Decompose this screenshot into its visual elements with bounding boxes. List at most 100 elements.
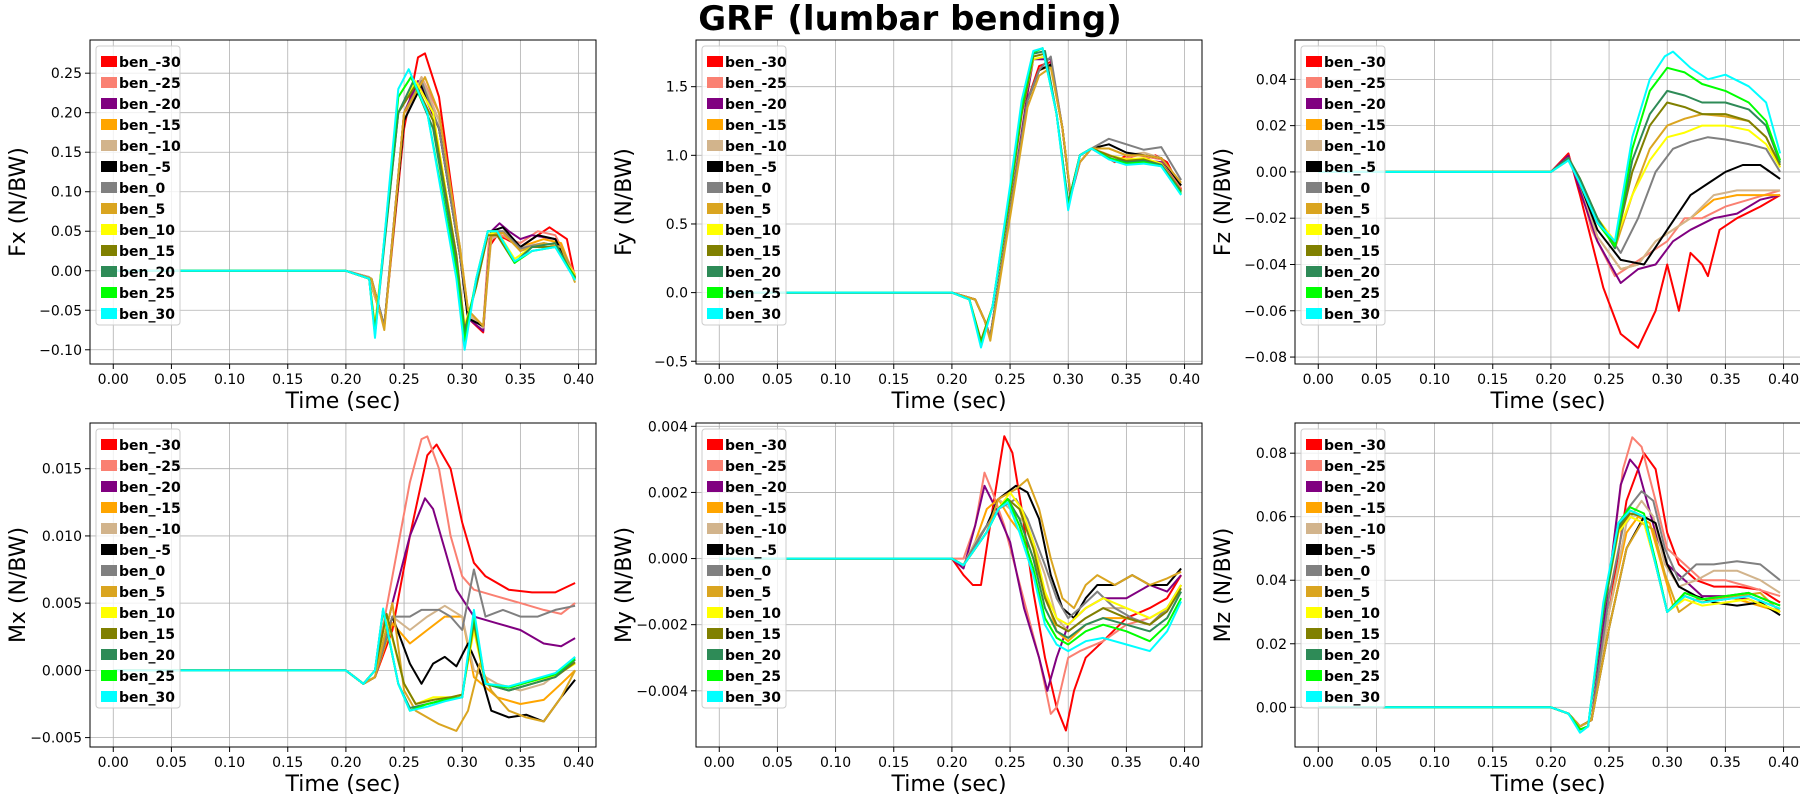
legend-swatch: [101, 308, 117, 319]
y-tick-label: −0.10: [39, 343, 82, 359]
legend-label: ben_15: [119, 627, 175, 643]
y-tick-label: 0.002: [648, 485, 688, 501]
legend-swatch: [1306, 98, 1322, 109]
x-tick-label: 0.15: [272, 755, 303, 771]
y-tick-label: 0.06: [1256, 510, 1287, 526]
legend-swatch: [707, 245, 723, 256]
y-tick-label: 0.05: [51, 224, 82, 240]
y-tick-label: 0.0: [666, 286, 688, 302]
legend-swatch: [707, 56, 723, 67]
series-line-ben_-30: [1318, 152, 1781, 349]
legend-label: ben_15: [725, 627, 781, 643]
legend-swatch: [101, 502, 117, 513]
legend-label: ben_-25: [1324, 459, 1386, 475]
legend-label: ben_-20: [725, 480, 787, 496]
x-tick-label: 0.15: [1477, 372, 1508, 388]
chart-panel-3: 0.00 0.05 0.10 0.15 0.20 0.25 0.30 0.35 0.40 −0.0…: [1211, 39, 1800, 414]
x-tick-label: 0.10: [1419, 372, 1450, 388]
y-tick-label: −0.004: [636, 684, 688, 700]
legend-swatch: [1306, 481, 1322, 492]
legend-label: ben_30: [119, 307, 175, 323]
axes-frame: [1294, 39, 1800, 365]
x-tick-label: 0.15: [1477, 755, 1508, 771]
legend-label: ben_0: [119, 181, 165, 197]
y-tick-label: −0.002: [636, 618, 688, 634]
legend: ben_-30 ben_-25 ben_-20 ben_-15 ben_-10 ben_-…: [95, 45, 181, 326]
legend-swatch: [1306, 140, 1322, 151]
series-group: [1318, 50, 1782, 349]
chart-panel-4: 0.00 0.05 0.10 0.15 0.20 0.25 0.30 0.35 0.40 −0.0…: [6, 422, 597, 797]
legend-label: ben_-5: [119, 543, 171, 559]
legend-label: ben_-10: [725, 522, 787, 538]
legend-label: ben_5: [725, 202, 771, 218]
x-tick-label: 0.30: [447, 755, 478, 771]
legend-swatch: [707, 161, 723, 172]
legend-swatch: [1306, 691, 1322, 702]
legend-label: ben_20: [119, 265, 175, 281]
legend-swatch: [707, 691, 723, 702]
legend-label: ben_-30: [725, 55, 787, 71]
legend-swatch: [707, 308, 723, 319]
x-tick-label: 0.00: [1303, 372, 1334, 388]
legend: ben_-30 ben_-25 ben_-20 ben_-15 ben_-10 ben_-…: [95, 428, 181, 709]
x-tick-label: 0.20: [1535, 755, 1566, 771]
legend-label: ben_10: [1324, 606, 1380, 622]
x-tick-label: 0.40: [1169, 372, 1200, 388]
x-tick-label: 0.40: [1768, 372, 1799, 388]
y-tick-label: 0.005: [42, 596, 82, 612]
x-tick-label: 0.10: [820, 372, 851, 388]
x-tick-label: 0.20: [936, 372, 967, 388]
legend-swatch: [1306, 182, 1322, 193]
y-tick-label: −0.05: [39, 303, 82, 319]
legend-swatch: [1306, 586, 1322, 597]
y-tick-label: 0.004: [648, 419, 688, 435]
x-tick-label: 0.05: [1361, 755, 1392, 771]
y-tick-label: 0.5: [666, 217, 688, 233]
y-tick-label: 0.00: [1256, 700, 1287, 716]
series-group: [113, 52, 577, 351]
legend-label: ben_-10: [1324, 139, 1386, 155]
legend-swatch: [707, 266, 723, 277]
x-tick-label: 0.10: [214, 372, 245, 388]
series-group: [719, 47, 1182, 349]
y-axis-label: My (N/BW): [612, 527, 637, 643]
legend-label: ben_25: [725, 669, 781, 685]
legend-swatch: [707, 502, 723, 513]
legend-label: ben_5: [725, 585, 771, 601]
legend-swatch: [707, 119, 723, 130]
legend-label: ben_25: [119, 669, 175, 685]
series-line-ben_5: [113, 602, 576, 732]
legend-swatch: [1306, 77, 1322, 88]
y-axis-label: Fx (N/BW): [6, 147, 31, 257]
legend-label: ben_-5: [119, 160, 171, 176]
legend-label: ben_5: [1324, 585, 1370, 601]
legend-label: ben_-25: [725, 459, 787, 475]
legend: ben_-30 ben_-25 ben_-20 ben_-15 ben_-10 ben_-…: [1300, 428, 1386, 709]
y-tick-label: 1.0: [666, 148, 688, 164]
legend-swatch: [1306, 266, 1322, 277]
legend-label: ben_20: [725, 648, 781, 664]
series-group: [113, 435, 576, 732]
x-axis-label: Time (sec): [1489, 389, 1605, 414]
legend-swatch: [1306, 119, 1322, 130]
legend-swatch: [1306, 649, 1322, 660]
legend-label: ben_0: [725, 181, 771, 197]
x-tick-label: 0.05: [156, 755, 187, 771]
legend-swatch: [101, 224, 117, 235]
legend-swatch: [101, 182, 117, 193]
x-axis-label: Time (sec): [284, 772, 400, 797]
legend-swatch: [101, 203, 117, 214]
x-tick-label: 0.15: [272, 372, 303, 388]
series-line-ben_30: [1318, 50, 1782, 243]
y-tick-label: 0.08: [1256, 446, 1287, 462]
legend-swatch: [101, 161, 117, 172]
legend-swatch: [101, 140, 117, 151]
x-tick-label: 0.10: [214, 755, 245, 771]
legend-label: ben_-30: [119, 438, 181, 454]
x-tick-label: 0.10: [820, 755, 851, 771]
legend-label: ben_20: [119, 648, 175, 664]
legend-label: ben_30: [119, 690, 175, 706]
y-axis-label: Fz (N/BW): [1211, 148, 1236, 256]
legend-label: ben_-20: [119, 480, 181, 496]
